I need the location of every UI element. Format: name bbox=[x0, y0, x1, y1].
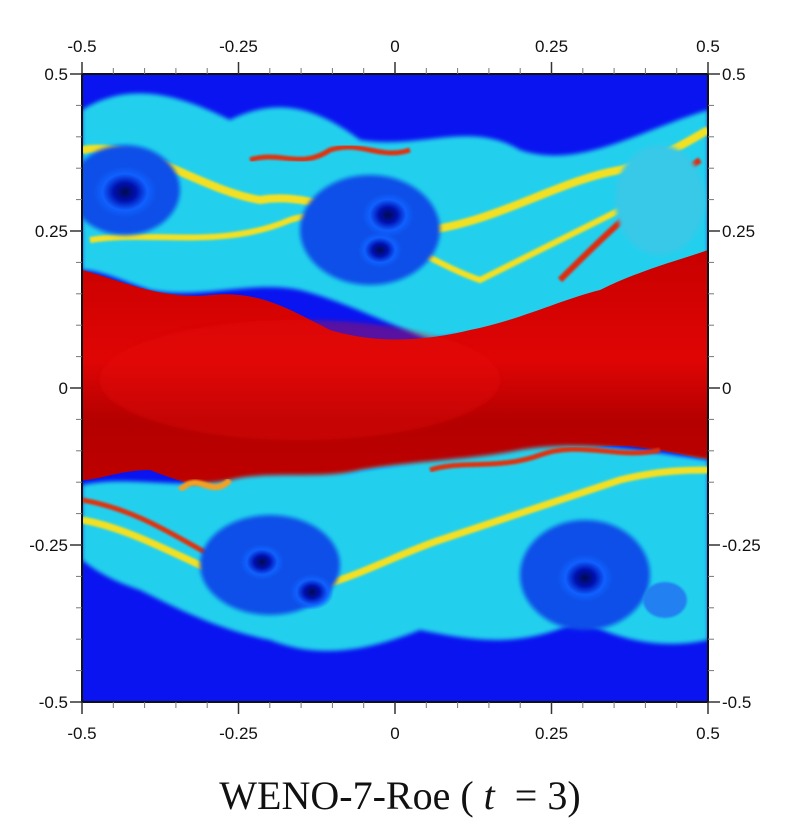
caption-time-value: 3 bbox=[547, 773, 568, 818]
y-tick-label: 0.25 bbox=[35, 222, 68, 241]
caption-time-variable: t bbox=[483, 773, 495, 818]
minor-ticks bbox=[76, 68, 714, 708]
y-axis-right-labels: 0.5 0.25 0 -0.25 -0.5 bbox=[722, 65, 761, 712]
x-tick-label: 0.25 bbox=[535, 724, 568, 743]
x-axis-bottom-labels: -0.5 -0.25 0 0.25 0.5 bbox=[67, 724, 719, 743]
x-tick-label: 0.25 bbox=[535, 37, 568, 56]
caption-open-paren: ( bbox=[460, 773, 474, 818]
x-tick-label: 0 bbox=[390, 37, 399, 56]
y-tick-label: 0.5 bbox=[44, 65, 68, 84]
y-tick-label: -0.25 bbox=[29, 536, 68, 555]
x-tick-label: -0.25 bbox=[219, 724, 258, 743]
caption-close-paren: ) bbox=[567, 773, 581, 818]
y-tick-label: 0 bbox=[722, 379, 731, 398]
x-tick-label: -0.5 bbox=[67, 724, 96, 743]
y-tick-label: -0.25 bbox=[722, 536, 761, 555]
y-tick-label: 0.25 bbox=[722, 222, 755, 241]
axis-ticks bbox=[70, 62, 720, 714]
figure-caption: WENO-7-Roe ( t = 3) bbox=[0, 772, 800, 819]
y-axis-left-labels: 0.5 0.25 0 -0.25 -0.5 bbox=[29, 65, 68, 712]
y-tick-label: 0 bbox=[59, 379, 68, 398]
x-tick-label: 0.5 bbox=[696, 37, 720, 56]
x-tick-label: 0.5 bbox=[696, 724, 720, 743]
x-axis-top-labels: -0.5 -0.25 0 0.25 0.5 bbox=[67, 37, 719, 56]
y-tick-label: -0.5 bbox=[722, 693, 751, 712]
x-tick-label: -0.5 bbox=[67, 37, 96, 56]
caption-equals: = bbox=[514, 773, 538, 818]
x-tick-label: 0 bbox=[390, 724, 399, 743]
y-tick-label: -0.5 bbox=[39, 693, 68, 712]
x-tick-label: -0.25 bbox=[219, 37, 258, 56]
heatmap-area bbox=[82, 74, 708, 702]
y-tick-label: 0.5 bbox=[722, 65, 746, 84]
caption-method: WENO-7-Roe bbox=[219, 773, 451, 818]
